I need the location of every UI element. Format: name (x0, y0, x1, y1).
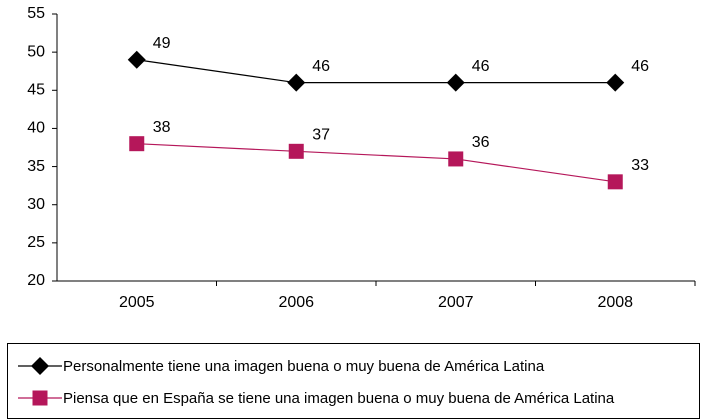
data-point (446, 73, 465, 92)
y-tick-label: 45 (27, 82, 45, 99)
y-tick-label: 25 (27, 234, 45, 251)
y-tick-label: 30 (27, 196, 45, 213)
data-point (606, 73, 625, 92)
data-point (129, 136, 145, 152)
legend-label: Personalmente tiene una imagen buena o m… (63, 358, 545, 375)
y-tick-label: 20 (27, 272, 45, 289)
data-label: 46 (312, 58, 330, 75)
legend-marker (31, 357, 49, 375)
y-tick-label: 40 (27, 120, 45, 137)
y-tick-label: 50 (27, 43, 45, 60)
data-point (448, 151, 464, 167)
data-label: 46 (631, 58, 649, 75)
data-label: 36 (472, 134, 490, 151)
x-tick-label: 2005 (119, 294, 155, 311)
y-tick-label: 55 (27, 5, 45, 22)
legend-marker (32, 390, 48, 406)
data-label: 37 (312, 127, 330, 144)
x-tick-label: 2007 (438, 294, 474, 311)
data-label: 46 (472, 58, 490, 75)
data-point (288, 143, 304, 159)
series-line (136, 143, 616, 183)
data-point (287, 73, 306, 92)
legend-box (7, 343, 700, 419)
data-label: 33 (631, 157, 649, 174)
legend-label: Piensa que en España se tiene una imagen… (63, 390, 615, 407)
data-label: 49 (153, 35, 171, 52)
data-point (127, 50, 146, 69)
data-point (607, 174, 623, 190)
data-label: 38 (153, 119, 171, 136)
y-tick-label: 35 (27, 158, 45, 175)
x-tick-label: 2006 (278, 294, 314, 311)
series-line (136, 59, 616, 84)
x-tick-label: 2008 (597, 294, 633, 311)
